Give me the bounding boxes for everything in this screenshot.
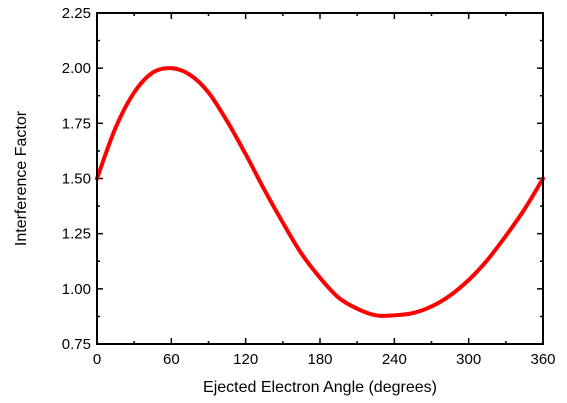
y-tick-label: 0.75 [62, 336, 91, 353]
x-axis-label: Ejected Electron Angle (degrees) [203, 379, 437, 396]
plot-frame [96, 12, 544, 345]
x-tick-label: 0 [93, 351, 101, 368]
x-tick-label: 300 [456, 351, 481, 368]
x-tick-label: 240 [382, 351, 407, 368]
axis-ticks [96, 12, 544, 345]
interference-curve [95, 66, 545, 318]
y-tick-label: 1.25 [62, 226, 91, 243]
y-tick-label: 1.50 [62, 171, 91, 188]
y-tick-label: 1.00 [62, 281, 91, 298]
y-tick-label: 1.75 [62, 115, 91, 132]
y-tick-label: 2.25 [62, 5, 91, 22]
x-tick-label: 180 [307, 351, 332, 368]
y-axis-label: Interference Factor [13, 110, 30, 246]
x-tick-label: 360 [530, 351, 555, 368]
x-tick-label: 60 [163, 351, 180, 368]
y-tick-label: 2.00 [62, 60, 91, 77]
x-tick-label: 120 [233, 351, 258, 368]
tick-labels: 0 60 120 180 240 300 360 0.75 1.00 1.25 1.50 1.75 2.… [62, 5, 556, 368]
